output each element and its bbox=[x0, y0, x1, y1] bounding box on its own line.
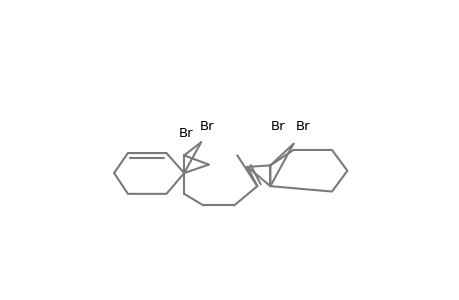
Text: Br: Br bbox=[296, 120, 310, 134]
Text: Br: Br bbox=[200, 120, 214, 134]
Text: Br: Br bbox=[178, 127, 193, 140]
Text: Br: Br bbox=[270, 120, 285, 134]
